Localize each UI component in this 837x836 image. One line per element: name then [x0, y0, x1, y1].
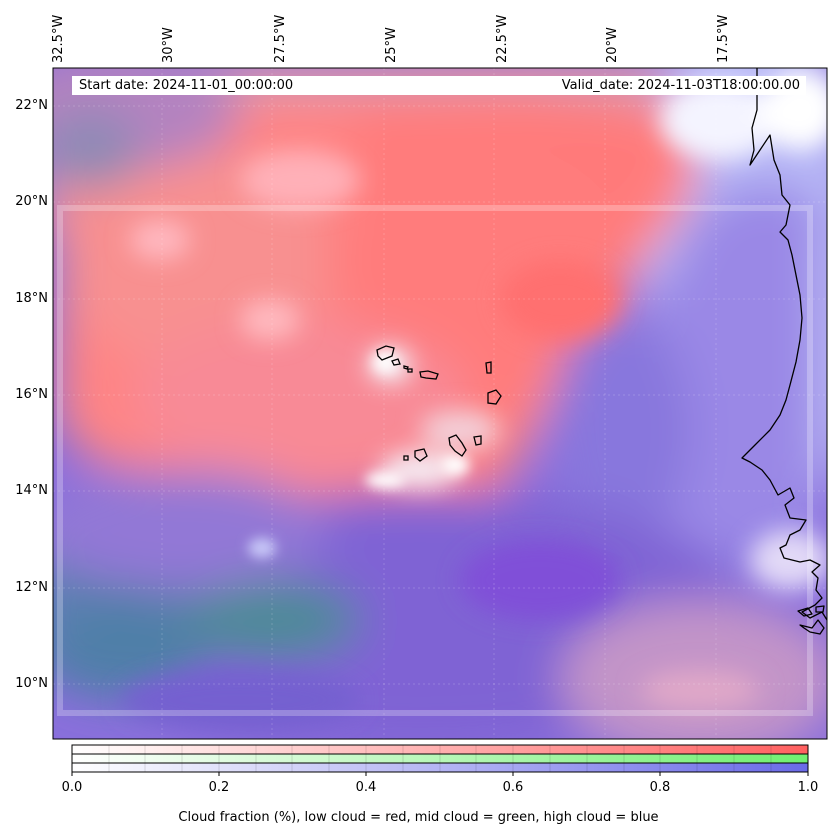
- island-sal: [485, 361, 492, 374]
- lat-tick-label: 18°N: [15, 291, 48, 306]
- colorbar-level-lines: [108, 745, 772, 772]
- lon-tick-label: 22.5°W: [495, 14, 510, 63]
- island-santa-luzia: [403, 365, 409, 370]
- colorbar-high-cloud: [72, 763, 808, 772]
- lat-tick-label: 16°N: [15, 387, 48, 402]
- island-fogo: [414, 448, 428, 462]
- colorbar-tick-label: 0.0: [61, 780, 83, 795]
- island-boa-vista: [487, 389, 502, 405]
- lat-tick-label: 14°N: [15, 483, 48, 498]
- start-date-label: Start date: 2024-11-01_00:00:00: [79, 78, 294, 93]
- colorbar-low-cloud: [72, 745, 808, 754]
- island-brava: [403, 455, 409, 461]
- date-info-box: Start date: 2024-11-01_00:00:00 Valid_da…: [72, 76, 806, 95]
- cloud-field: [53, 68, 827, 739]
- lon-tick-label: 17.5°W: [716, 14, 731, 63]
- valid-date-label: Valid_date: 2024-11-03T18:00:00.00: [561, 78, 800, 93]
- graticule: [53, 68, 827, 739]
- colorbar-caption: Cloud fraction (%), low cloud = red, mid…: [178, 810, 659, 825]
- lon-tick-label: 32.5°W: [51, 14, 66, 63]
- colorbar-mid-cloud: [72, 754, 808, 763]
- colorbar-tick-label: 0.8: [649, 780, 671, 795]
- lon-tick-label: 30°W: [161, 27, 176, 63]
- colorbar-tick-label: 0.2: [208, 780, 230, 795]
- cape-verde-islands: [376, 345, 502, 462]
- lon-tick-label: 25°W: [384, 27, 399, 63]
- colorbar-tick-label: 1.0: [797, 780, 819, 795]
- lat-tick-label: 20°N: [15, 194, 48, 209]
- island-sao-nicolau: [419, 370, 439, 380]
- island-raso: [407, 368, 413, 373]
- lon-tick-label: 20°W: [605, 27, 620, 63]
- lon-tick-label: 27.5°W: [273, 14, 288, 63]
- colorbar-ticks: [71, 772, 809, 776]
- map-frame: [52, 67, 828, 740]
- lat-tick-label: 10°N: [15, 676, 48, 691]
- coastline: [741, 68, 828, 635]
- colorbar: [71, 744, 809, 776]
- island-sao-vicente: [391, 358, 401, 366]
- lat-tick-label: 12°N: [15, 580, 48, 595]
- island-santiago: [448, 434, 467, 457]
- colorbar-tick-label: 0.6: [502, 780, 524, 795]
- island-maio: [473, 435, 482, 446]
- lat-tick-label: 22°N: [15, 98, 48, 113]
- island-santo-antao: [376, 345, 395, 361]
- colorbar-tick-label: 0.4: [355, 780, 377, 795]
